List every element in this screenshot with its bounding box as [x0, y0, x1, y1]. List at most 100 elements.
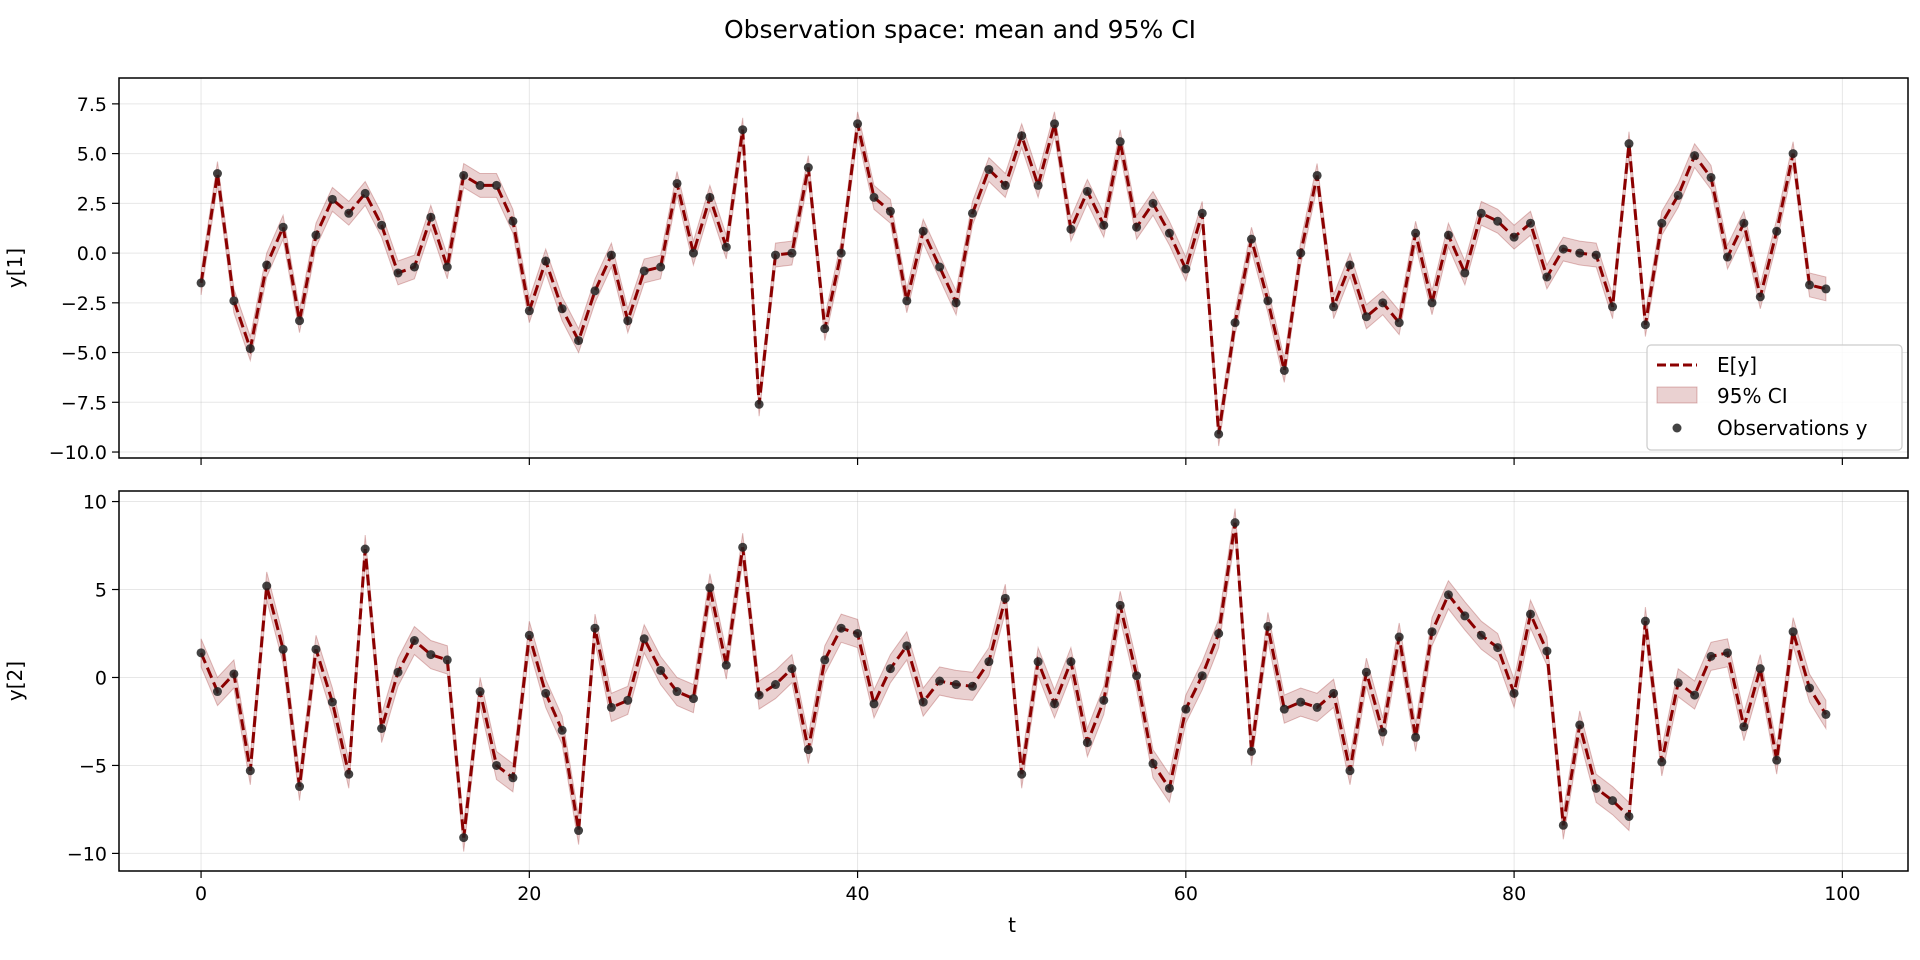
y2-observation-point — [1000, 593, 1010, 603]
y2-observation-point — [918, 697, 928, 707]
y1-y-tick-label: −2.5 — [61, 293, 107, 315]
y2-observation-point — [475, 687, 485, 697]
y2-observation-point — [1575, 720, 1585, 730]
chart-title: Observation space: mean and 95% CI — [724, 15, 1196, 44]
y1-observation-point — [967, 208, 977, 218]
panel-y2: 0 20 40 60 80 100 10 5 0 −5 −10 y[2] — [3, 490, 1909, 905]
y2-observation-point — [1706, 651, 1716, 661]
y1-observation-point — [1739, 218, 1749, 228]
y2-observation-point — [803, 745, 813, 755]
y1-observation-point — [1164, 228, 1174, 238]
legend-entry-observations: Observations y — [1717, 416, 1868, 440]
y1-mean-line — [199, 123, 1827, 435]
y2-observation-point — [869, 699, 879, 709]
y2-observation-point — [754, 690, 764, 700]
y1-observation-point — [1755, 292, 1765, 302]
y1-observation-point — [1690, 151, 1700, 161]
y2-observation-point — [1296, 697, 1306, 707]
y2-observation-point — [360, 544, 370, 554]
y1-observation-point — [311, 230, 321, 240]
y2-observation-point — [951, 680, 961, 690]
y2-observation-point — [738, 542, 748, 552]
y2-observation-point — [344, 769, 354, 779]
y1-observation-point — [245, 344, 255, 354]
y2-observation-point — [377, 724, 387, 733]
y1-observation-point — [590, 286, 600, 296]
y2-observation-point — [639, 634, 649, 644]
y1-observation-point — [278, 222, 288, 232]
y1-observation-point — [1378, 298, 1388, 308]
y2-observation-point — [426, 650, 436, 660]
y2-observation-point — [409, 636, 419, 646]
y2-observation-point — [590, 623, 600, 633]
y2-observation-point — [1460, 611, 1470, 621]
y1-observation-point — [672, 178, 682, 188]
y1-observation-point — [951, 298, 961, 308]
y2-observation-point — [541, 688, 551, 698]
y1-observation-point — [1132, 222, 1142, 232]
y2-observation-point — [327, 697, 337, 707]
y1-observation-point — [688, 248, 698, 258]
y2-observation-point — [1542, 646, 1552, 656]
y2-observation-point — [1509, 688, 1519, 698]
y2-observation-point — [1279, 704, 1289, 714]
y2-observation-point — [672, 687, 682, 697]
y2-observation-point — [311, 644, 321, 654]
y1-observation-point — [639, 266, 649, 276]
y1-observation-point — [1361, 312, 1371, 322]
y2-observation-point — [245, 766, 255, 776]
y2-observation-point — [295, 782, 305, 792]
y1-observation-point — [787, 248, 797, 258]
legend-observation-swatch — [1672, 423, 1682, 433]
y1-y-tick-label: 0.0 — [77, 243, 107, 265]
y1-observation-point — [1821, 284, 1831, 294]
y2-observation-point — [1197, 671, 1207, 681]
y1-axis-label: y[1] — [3, 248, 27, 288]
y1-ci-band — [200, 111, 1827, 447]
x-tick-label: 20 — [517, 883, 541, 905]
y2-axes-frame — [118, 490, 1909, 872]
y2-observation-point — [442, 655, 452, 665]
y1-y-tick-label: 7.5 — [77, 94, 107, 116]
y2-observation-point — [1673, 678, 1683, 688]
y2-observation-point — [1772, 755, 1782, 765]
y2-axis-label: y[2] — [3, 661, 27, 701]
y1-y-tick-label: 2.5 — [77, 193, 107, 215]
y2-y-tick-label: 10 — [83, 492, 107, 514]
y2-observation-point — [1050, 699, 1060, 709]
y2-observation-point — [1017, 769, 1027, 779]
y1-observation-point — [1279, 365, 1289, 375]
y2-observation-point — [1624, 811, 1634, 821]
y2-mean-line — [199, 522, 1828, 838]
y1-observation-point — [1066, 224, 1076, 234]
y2-observation-point — [688, 694, 698, 704]
y1-observation-point — [803, 163, 813, 173]
y2-observation-point — [1411, 732, 1421, 742]
y1-observation-point — [442, 262, 452, 272]
y1-observation-point — [853, 119, 863, 129]
y2-observation-point — [836, 623, 846, 633]
y2-observation-point — [491, 760, 501, 770]
y2-observation-point — [1082, 738, 1092, 748]
y2-observation-point — [1378, 727, 1388, 737]
y2-observation-point — [967, 681, 977, 691]
y1-observation-point — [836, 248, 846, 258]
y2-observation-point — [1033, 657, 1043, 667]
y2-observation-point — [721, 660, 731, 670]
y1-observation-point — [1772, 226, 1782, 236]
y2-observation-point — [1132, 671, 1142, 681]
y1-observation-point — [1591, 250, 1601, 260]
y1-observation-point — [1493, 216, 1503, 226]
y1-observation-point — [1542, 272, 1552, 282]
y2-y-tick-label: −10 — [67, 843, 107, 865]
y1-observation-point — [1197, 208, 1207, 218]
y1-observation-point — [426, 212, 436, 222]
y1-observation-point — [1657, 218, 1667, 228]
y2-observation-point — [1361, 667, 1371, 677]
y2-observation-point — [1443, 590, 1453, 600]
y2-observation-point — [1427, 627, 1437, 637]
y1-observation-point — [1608, 302, 1618, 312]
y1-observation-point — [229, 296, 239, 306]
y1-observation-point — [360, 188, 370, 198]
